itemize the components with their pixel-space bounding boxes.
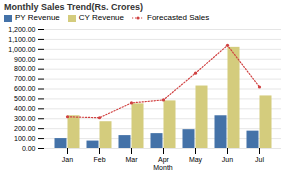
svg-text:1,200.00: 1,200.00: [8, 26, 35, 33]
svg-text:Apr: Apr: [158, 156, 169, 164]
svg-text:Month: Month: [153, 164, 173, 171]
html-text:CY Revenue: CY Revenue: [78, 13, 124, 22]
svg-text:0.00: 0.00: [22, 145, 36, 152]
svg-text:700.00: 700.00: [14, 75, 36, 82]
svg-text:1,000.00: 1,000.00: [8, 46, 35, 53]
svg-text:May: May: [189, 156, 203, 164]
svg-text:Jun: Jun: [222, 156, 233, 163]
svg-text:100.00: 100.00: [14, 135, 36, 142]
html-text:PY Revenue: PY Revenue: [15, 13, 60, 22]
html-text:Monthly Sales Trend(Rs. Crores: Monthly Sales Trend(Rs. Crores): [4, 2, 143, 12]
svg-text:300.00: 300.00: [14, 115, 36, 122]
svg-text:Feb: Feb: [93, 156, 105, 163]
svg-text:1,100.00: 1,100.00: [8, 36, 35, 43]
svg-text:Jul: Jul: [255, 156, 264, 163]
svg-text:Jan: Jan: [62, 156, 73, 163]
svg-text:400.00: 400.00: [14, 105, 36, 112]
svg-text:600.00: 600.00: [14, 85, 36, 92]
svg-text:800.00: 800.00: [14, 65, 36, 72]
svg-text:900.00: 900.00: [14, 55, 36, 62]
svg-text:500.00: 500.00: [14, 95, 36, 102]
html-text:Forecasted Sales: Forecasted Sales: [147, 13, 210, 22]
svg-text:Mar: Mar: [125, 156, 138, 163]
svg-text:200.00: 200.00: [14, 125, 36, 132]
